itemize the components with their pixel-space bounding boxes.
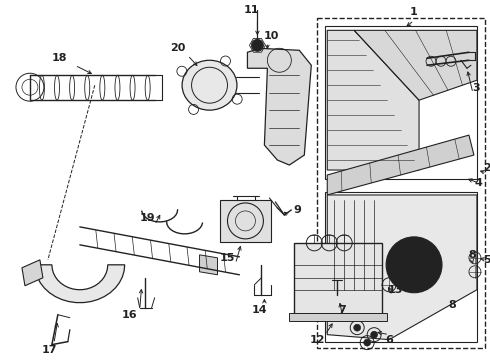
Text: 18: 18 [52, 53, 68, 63]
Text: 3: 3 [472, 83, 480, 93]
Circle shape [396, 247, 432, 283]
Circle shape [354, 324, 361, 331]
Text: 7: 7 [339, 305, 346, 315]
Text: 5: 5 [483, 255, 490, 265]
Polygon shape [354, 30, 477, 100]
Text: 16: 16 [122, 310, 138, 320]
Polygon shape [327, 30, 419, 170]
Text: 11: 11 [244, 5, 259, 15]
Text: 17: 17 [42, 345, 58, 355]
Polygon shape [327, 195, 477, 339]
Circle shape [370, 331, 378, 338]
Text: 20: 20 [170, 43, 185, 53]
Bar [325, 192, 477, 342]
Polygon shape [199, 255, 218, 275]
Polygon shape [327, 135, 474, 195]
Text: 8: 8 [448, 300, 456, 310]
Circle shape [406, 257, 422, 273]
Text: 15: 15 [220, 253, 235, 263]
Text: 12: 12 [310, 335, 325, 345]
Text: 13: 13 [388, 285, 403, 295]
Text: 8: 8 [468, 250, 476, 260]
Text: 6: 6 [385, 335, 393, 345]
Bar [294, 243, 382, 315]
Text: 2: 2 [483, 163, 490, 173]
Bar [289, 313, 387, 321]
Text: 4: 4 [475, 178, 483, 188]
Polygon shape [35, 265, 125, 303]
Text: 14: 14 [251, 305, 267, 315]
Text: 19: 19 [140, 213, 155, 223]
Text: 10: 10 [264, 31, 279, 41]
Text: 1: 1 [410, 8, 418, 17]
Circle shape [364, 339, 370, 346]
Polygon shape [22, 260, 43, 286]
Circle shape [251, 39, 264, 51]
Circle shape [386, 237, 442, 293]
Ellipse shape [182, 60, 237, 110]
Bar [325, 26, 477, 179]
Text: 9: 9 [294, 205, 301, 215]
Polygon shape [247, 48, 311, 165]
Bar [220, 200, 271, 242]
Bar [318, 18, 485, 348]
